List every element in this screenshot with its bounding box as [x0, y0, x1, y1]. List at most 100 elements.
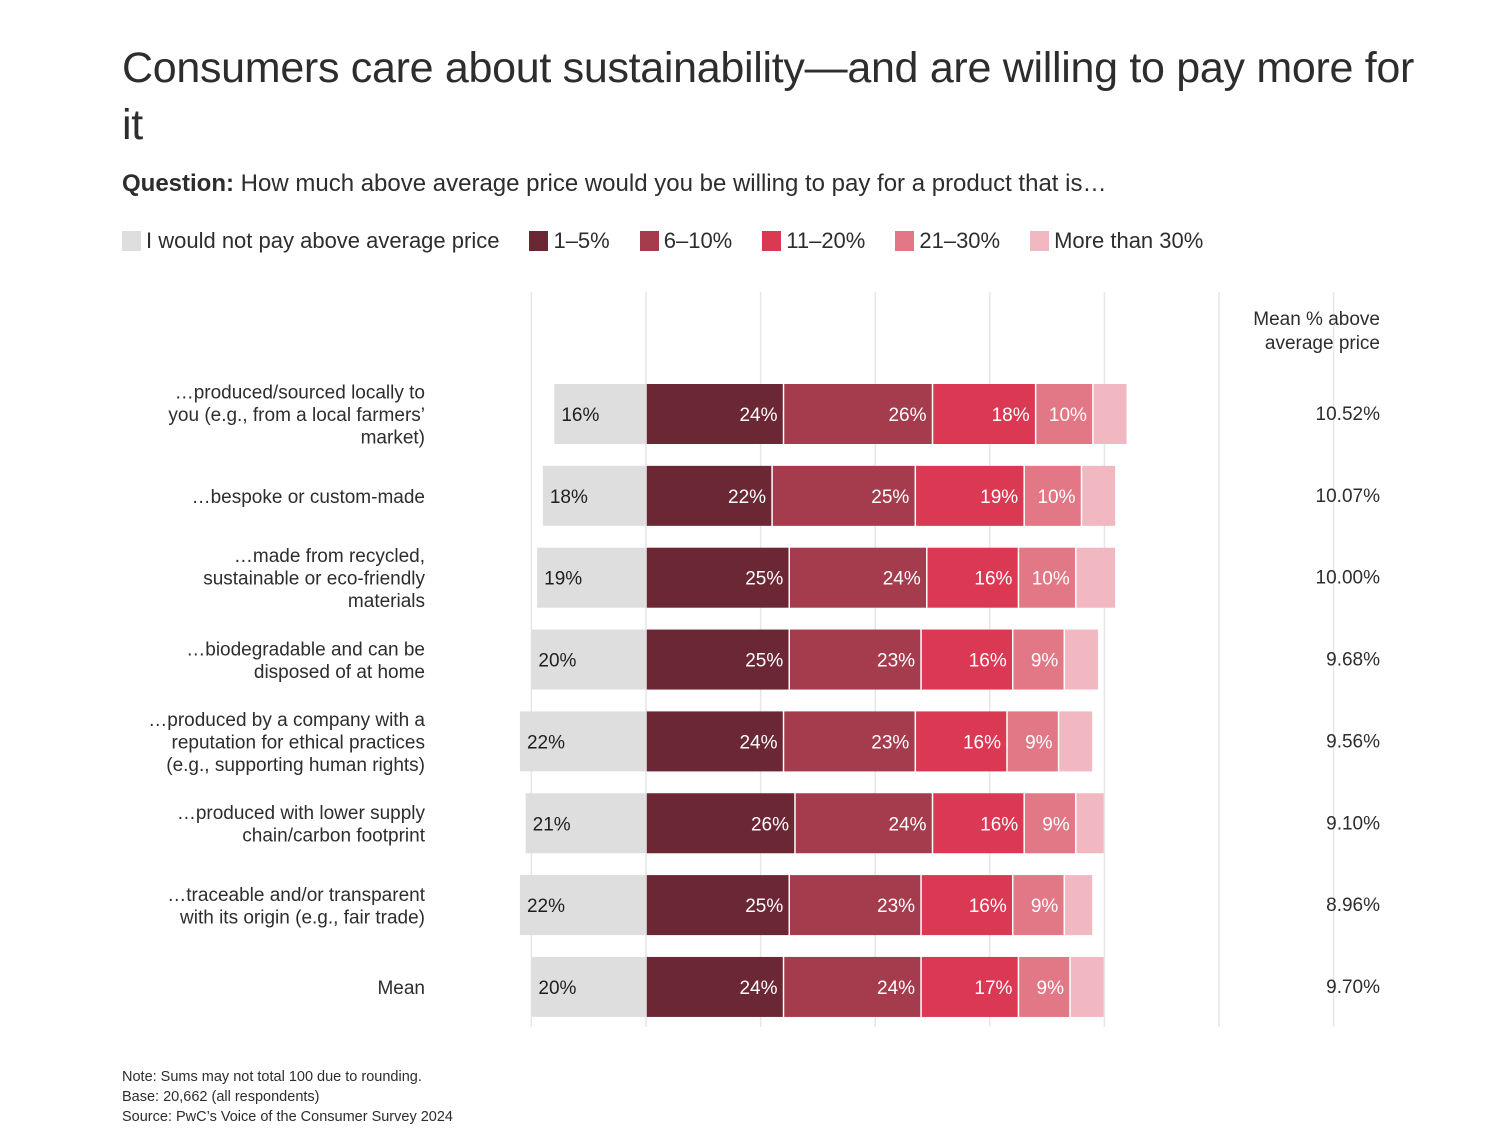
data-label: 10% [1037, 487, 1075, 508]
data-label: 23% [877, 651, 915, 672]
data-label: 9% [1042, 814, 1070, 835]
legend-swatch [639, 231, 659, 251]
chart-subtitle: Question: How much above average price w… [122, 170, 1106, 198]
data-label: 24% [877, 978, 915, 999]
category-label: …biodegradable and can be disposed of at … [186, 639, 425, 683]
data-label: 23% [871, 732, 909, 753]
subtitle-text: How much above average price would you b… [240, 170, 1107, 197]
category-label: …traceable and/or transparent with its or… [167, 885, 425, 929]
legend-swatch [895, 231, 915, 251]
legend-label: 6–10% [663, 228, 733, 253]
bar-segment [784, 711, 915, 772]
bar-segment [646, 956, 783, 1017]
data-label: 20% [538, 651, 576, 672]
note-base: Base: 20,662 (all respondents) [122, 1089, 320, 1105]
bar-row: …made from recycled, sustainable or eco-f… [203, 546, 1380, 612]
legend-item: 21–30% [895, 228, 1000, 254]
bar-segment [1065, 875, 1093, 936]
bar-segment [646, 875, 789, 936]
data-label: 16% [969, 896, 1007, 917]
bar-segment [921, 629, 1012, 690]
category-label-line: reputation for ethical practices [172, 732, 425, 753]
bar-segment [790, 629, 921, 690]
bar-segment [646, 547, 789, 608]
data-label: 22% [527, 732, 565, 753]
category-label-line: materials [348, 591, 425, 612]
category-label: …produced by a company with a reputation … [148, 710, 425, 776]
legend: I would not pay above average price 1–5% 6… [122, 228, 1233, 254]
data-label: 25% [745, 569, 783, 590]
bar-segment [795, 793, 932, 854]
mean-value: 9.68% [1326, 650, 1380, 671]
category-label: …made from recycled, sustainable or eco-f… [203, 546, 425, 612]
data-label: 16% [969, 651, 1007, 672]
bar-segment [921, 956, 1018, 1017]
legend-swatch [122, 231, 141, 251]
bar-segment-not-pay [537, 547, 646, 608]
data-label: 16% [561, 405, 599, 426]
bar-segment [1007, 711, 1058, 772]
legend-label: 1–5% [553, 228, 610, 253]
data-label: 25% [745, 896, 783, 917]
data-label: 16% [980, 814, 1018, 835]
data-label: 25% [745, 651, 783, 672]
legend-item: I would not pay above average price [122, 228, 499, 254]
data-label: 16% [974, 569, 1012, 590]
bar-segment [646, 711, 783, 772]
data-label: 9% [1031, 651, 1059, 672]
bar-segment-not-pay [519, 875, 646, 936]
bar-segment-not-pay [554, 384, 646, 444]
bar-segment [646, 629, 789, 690]
mean-value: 10.07% [1316, 486, 1381, 507]
category-label-line: …biodegradable and can be [186, 639, 425, 660]
legend-item: 11–20% [762, 228, 865, 254]
category-label-line: you (e.g., from a local farmers’ [168, 405, 425, 426]
bar-segment [1019, 956, 1070, 1017]
bar-segment [784, 384, 932, 444]
note-source: Source: PwC’s Voice of the Consumer Surv… [122, 1109, 453, 1125]
data-label: 21% [533, 814, 571, 835]
category-label-line: sustainable or eco-friendly [203, 569, 425, 590]
category-label-line: Mean [377, 978, 425, 999]
category-label-line: (e.g., supporting human rights) [166, 755, 425, 776]
category-label-line: …made from recycled, [234, 546, 425, 567]
bar-segment-not-pay [542, 465, 646, 526]
data-label: 17% [974, 978, 1012, 999]
data-label: 26% [751, 814, 789, 835]
bar-row: …produced by a company with a reputation … [148, 710, 1380, 776]
bar-segment [1024, 465, 1081, 526]
legend-swatch [762, 231, 782, 251]
category-label-line: …produced with lower supply [177, 803, 426, 824]
subtitle-prefix: Question: [122, 170, 234, 197]
bar-row: …biodegradable and can be disposed of at … [186, 629, 1380, 690]
bar-segment-not-pay [531, 956, 646, 1017]
data-label: 9% [1025, 732, 1053, 753]
legend-label: More than 30% [1054, 228, 1204, 253]
bar-segment [790, 547, 927, 608]
data-label: 9% [1037, 978, 1065, 999]
category-label-line: market) [361, 428, 425, 449]
bar-segment [1019, 547, 1075, 608]
data-label: 10% [1032, 569, 1070, 590]
bar-row: …traceable and/or transparent with its or… [167, 875, 1380, 936]
data-label: 19% [544, 569, 582, 590]
mean-column-header: Mean % above average price [1180, 308, 1380, 356]
bar-segment [1070, 956, 1104, 1017]
note-rounding: Note: Sums may not total 100 due to roun… [122, 1069, 422, 1085]
data-label: 23% [877, 896, 915, 917]
category-label-line: …traceable and/or transparent [167, 885, 425, 906]
data-label: 26% [888, 405, 926, 426]
legend-label: 11–20% [786, 228, 866, 253]
legend-item: 1–5% [529, 228, 610, 254]
bar-segment [1076, 547, 1116, 608]
category-label-line: with its origin (e.g., fair trade) [179, 907, 425, 928]
data-label: 24% [739, 405, 777, 426]
category-label-line: disposed of at home [254, 662, 425, 683]
bar-segment [784, 956, 921, 1017]
data-label: 24% [739, 978, 777, 999]
mean-value: 9.56% [1326, 731, 1380, 752]
category-label: …produced with lower supply chain/carbon … [177, 803, 426, 847]
bar-segment [916, 465, 1024, 526]
bar-segment [933, 384, 1035, 444]
category-label-line: …produced/sourced locally to [175, 383, 425, 404]
